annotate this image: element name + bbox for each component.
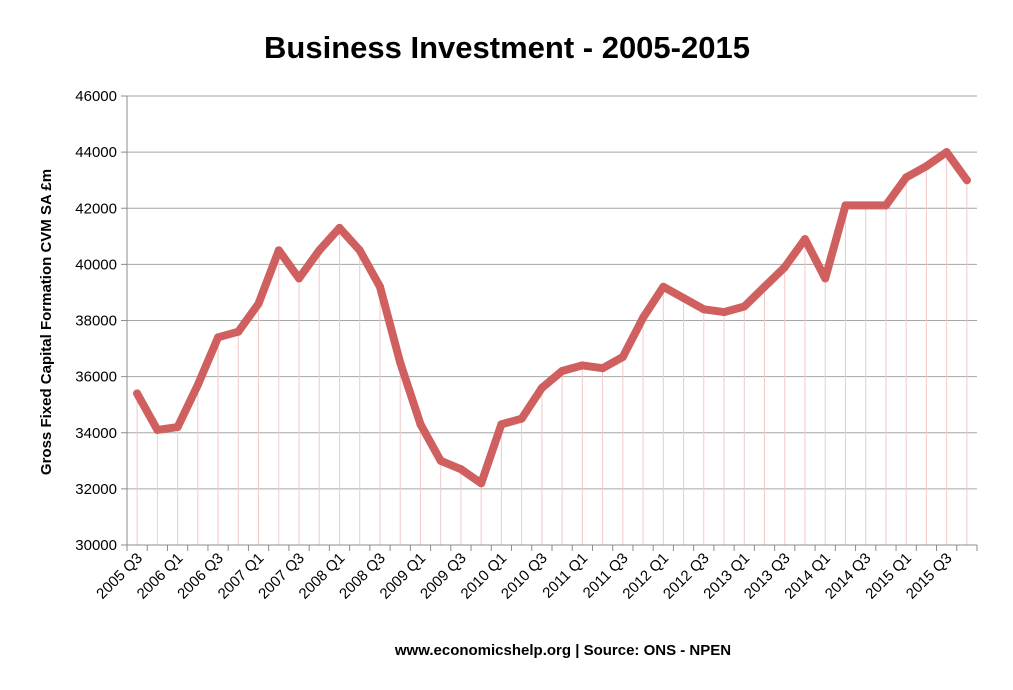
chart-title: Business Investment - 2005-2015 (264, 30, 750, 65)
data-point (133, 389, 142, 398)
data-point (861, 201, 870, 210)
data-point (659, 282, 668, 291)
y-axis-label: Gross Fixed Capital Formation CVM SA £m (38, 169, 55, 475)
y-tick-label: 42000 (75, 200, 117, 217)
data-point (517, 414, 526, 423)
data-point (578, 361, 587, 370)
data-point (699, 305, 708, 314)
y-axis: 30000 32000 34000 36000 38000 40000 42000 44000… (75, 88, 128, 554)
y-tick-label: 32000 (75, 481, 117, 498)
data-point (558, 367, 567, 376)
data-point (193, 381, 202, 390)
data-point (173, 423, 182, 432)
y-tick-label: 30000 (75, 537, 117, 554)
y-tick-label: 46000 (75, 88, 117, 105)
y-tick-label: 36000 (75, 369, 117, 386)
data-point (639, 313, 648, 322)
data-point (234, 327, 243, 336)
data-point (335, 223, 344, 232)
y-tick-label: 44000 (75, 144, 117, 161)
drop-lines (136, 152, 968, 545)
data-point (740, 302, 749, 311)
gridlines (127, 95, 977, 490)
data-point (962, 176, 971, 185)
y-tick-label: 34000 (75, 425, 117, 442)
data-point (679, 294, 688, 303)
data-point (456, 465, 465, 474)
y-tick-label: 38000 (75, 313, 117, 330)
data-point (497, 420, 506, 429)
data-point (436, 456, 445, 465)
data-point (375, 282, 384, 291)
data-point (396, 358, 405, 367)
data-point (760, 282, 769, 291)
source-credit: www.economicshelp.org | Source: ONS - NP… (394, 642, 731, 659)
data-point (355, 246, 364, 255)
data-point (821, 274, 830, 283)
data-point (720, 308, 729, 317)
data-point (153, 425, 162, 434)
data-point (254, 299, 263, 308)
data-series (133, 148, 971, 488)
data-point (922, 162, 931, 171)
data-point (942, 148, 951, 157)
data-point (800, 235, 809, 244)
y-tick-label: 40000 (75, 256, 117, 273)
data-point (214, 333, 223, 342)
data-point (902, 173, 911, 182)
data-point (315, 246, 324, 255)
data-point (416, 420, 425, 429)
data-point (780, 263, 789, 272)
data-point (841, 201, 850, 210)
data-point (598, 364, 607, 373)
data-point (477, 479, 486, 488)
data-point (537, 383, 546, 392)
data-point (618, 352, 627, 361)
series-line (133, 148, 971, 488)
data-point (274, 246, 283, 255)
data-point (295, 274, 304, 283)
data-point (881, 201, 890, 210)
